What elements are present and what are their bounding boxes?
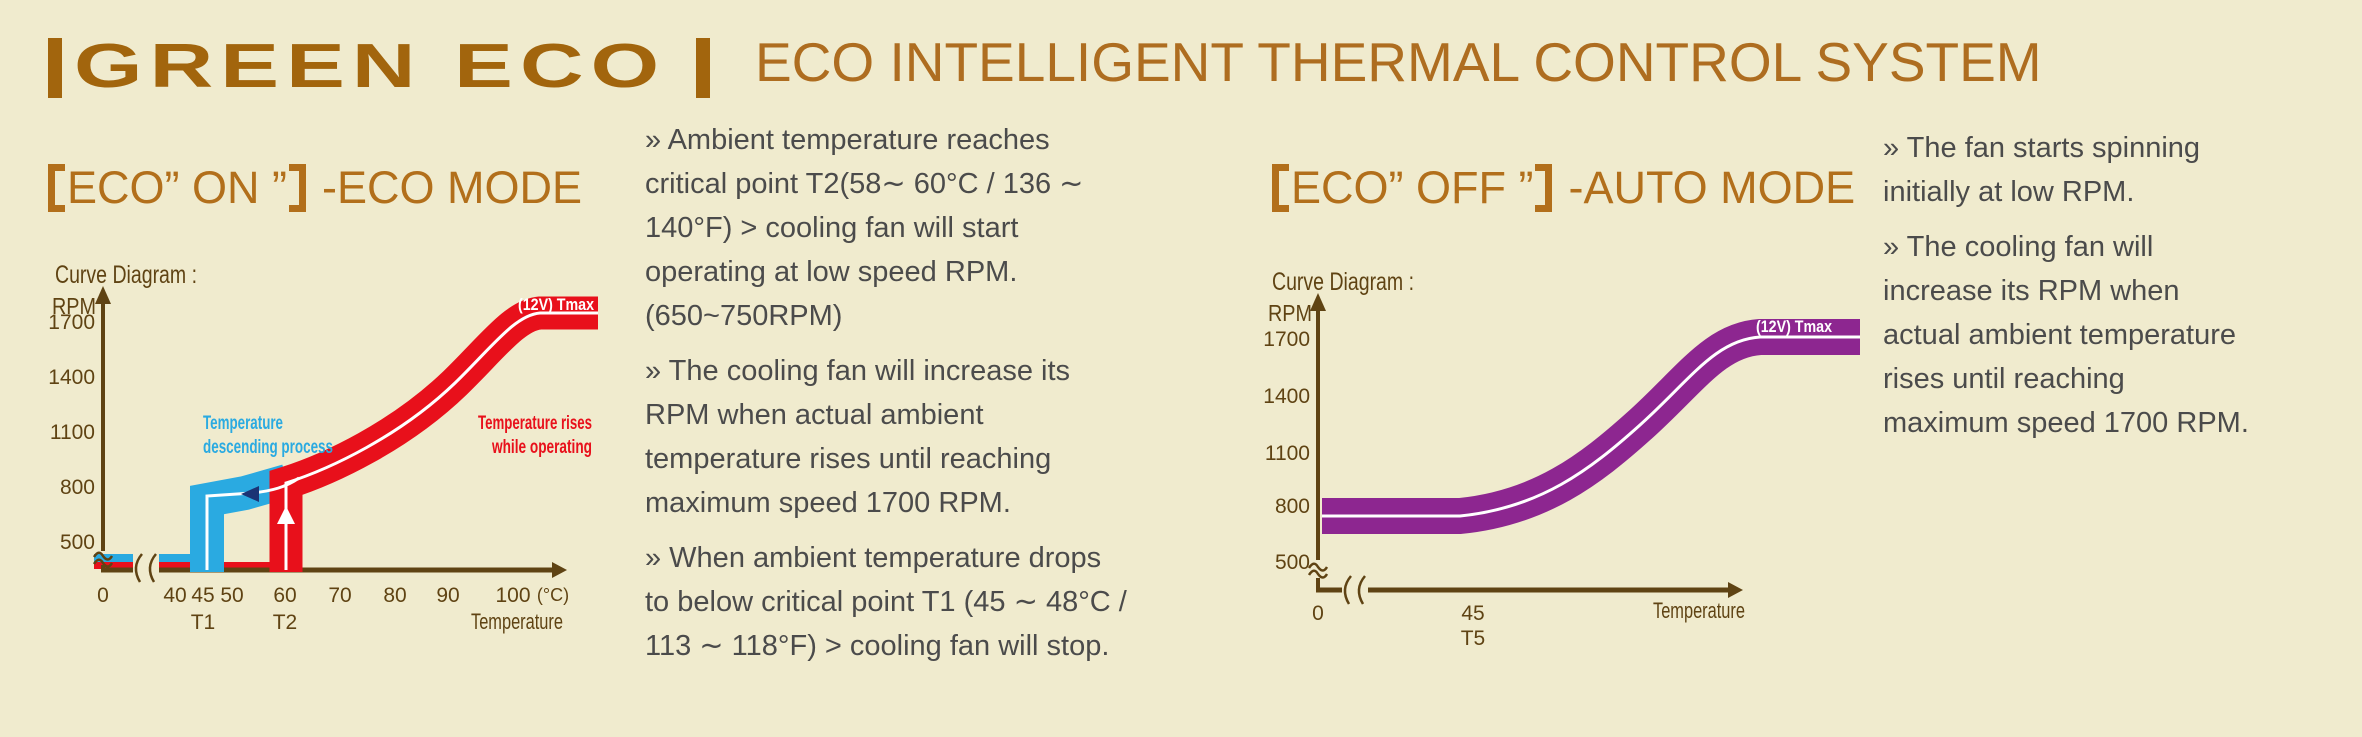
lenticular-bracket-left-icon: [48, 164, 65, 212]
logo-bar-left-icon: [48, 38, 62, 98]
cooling-label-line1: Temperature: [203, 413, 283, 434]
note-paragraph: » The cooling fan will increase its RPM …: [645, 355, 1071, 519]
y-tick: 1400: [48, 366, 95, 389]
y-axis-break-icon: [1307, 569, 1329, 579]
rpm-axis-label: RPM: [1268, 300, 1312, 326]
x-axis-break-icon: [1343, 575, 1352, 605]
x-tick: 60: [273, 584, 296, 607]
eco-on-notes: » Ambient temperature reaches critical p…: [645, 118, 1235, 679]
heating-label-line1: Temperature rises: [478, 413, 592, 434]
logo-bar-right-icon: [696, 38, 710, 98]
eco-off-heading-post: -AUTO MODE: [1568, 162, 1856, 213]
y-tick: 1400: [1263, 385, 1310, 408]
y-tick: 500: [60, 531, 95, 554]
curve-diagram-caption: Curve Diagram :: [55, 261, 197, 289]
x-tick: 0: [97, 584, 109, 607]
x-tick: 40: [163, 584, 186, 607]
y-axis-break-icon: [1307, 562, 1329, 572]
page-title: ECO INTELLIGENT THERMAL CONTROL SYSTEM: [755, 31, 2042, 93]
t5-label: T5: [1461, 627, 1486, 650]
t1-label: T1: [191, 611, 216, 634]
brand-logo: GREEN ECO: [48, 36, 728, 100]
y-axis-break-icon: [92, 558, 114, 568]
tmax-badge: (12V) Tmax: [1756, 317, 1832, 336]
heating-curve-line: [284, 311, 598, 570]
eco-off-heading: ECO” OFF ” -AUTO MODE: [1272, 160, 1855, 216]
x-tick: 0: [1312, 602, 1324, 625]
x-tick: 100: [495, 584, 530, 607]
x-axis-break-icon: [1357, 575, 1366, 605]
lenticular-bracket-right-icon: [1535, 164, 1553, 212]
eco-on-heading-post: -ECO MODE: [322, 162, 583, 213]
heating-label-line2: while operating: [491, 437, 592, 458]
y-tick: 800: [1275, 495, 1310, 518]
x-axis-break-icon: [148, 553, 157, 583]
note-paragraph: » Ambient temperature reaches critical p…: [645, 124, 1084, 332]
auto-curve-band: [1322, 319, 1860, 534]
eco-off-notes: » The fan starts spinning initially at l…: [1883, 126, 2353, 456]
eco-on-heading-pre: ECO” ON ”: [67, 162, 287, 213]
tmax-badge: (12V) Tmax: [518, 295, 594, 314]
x-tick: 70: [328, 584, 351, 607]
logo-text: GREEN ECO: [74, 32, 667, 101]
eco-mode-curve-diagram: Curve Diagram : RPM 1700 1400 1100 800 5…: [48, 261, 598, 634]
y-tick: 1100: [1265, 442, 1310, 465]
celsius-unit-label: (°C): [537, 585, 569, 605]
lenticular-bracket-left-icon: [1272, 164, 1289, 212]
y-tick: 1700: [1263, 328, 1310, 351]
x-axis-break-icon: [134, 553, 143, 583]
temperature-axis-label: Temperature: [471, 609, 563, 634]
note-paragraph: » When ambient temperature drops to belo…: [645, 542, 1127, 662]
x-axis-arrow-icon: [1728, 582, 1743, 598]
y-axis-break-icon: [92, 551, 114, 561]
y-axis-arrow-icon: [95, 286, 111, 304]
x-tick: 90: [436, 584, 459, 607]
y-tick: 800: [60, 476, 95, 499]
temperature-axis-label: Temperature: [1653, 598, 1745, 623]
y-tick: 1100: [50, 421, 95, 444]
auto-curve-line: [1322, 335, 1860, 518]
t2-label: T2: [273, 611, 298, 634]
rpm-axis-label: RPM: [52, 293, 96, 319]
y-axis-arrow-icon: [1310, 293, 1326, 311]
x-tick: 80: [383, 584, 406, 607]
x-tick: 45: [1461, 602, 1484, 625]
y-tick: 500: [1275, 551, 1310, 574]
x-tick: 50: [220, 584, 243, 607]
x-axis-arrow-icon: [552, 562, 567, 578]
y-tick: 1700: [48, 311, 95, 334]
heating-direction-arrow-icon: [277, 506, 295, 524]
lenticular-bracket-right-icon: [289, 164, 306, 212]
eco-on-heading: ECO” ON ” -ECO MODE: [48, 160, 582, 216]
auto-mode-curve-diagram: Curve Diagram : RPM 1700 1400 1100 800 5…: [1263, 268, 1860, 650]
note-paragraph: » The cooling fan will increase its RPM …: [1883, 231, 2249, 439]
cooling-direction-arrow-icon: [241, 486, 259, 502]
eco-off-heading-pre: ECO” OFF ”: [1291, 162, 1534, 213]
cooling-label-line2: descending process: [203, 437, 333, 458]
curve-diagram-caption: Curve Diagram :: [1272, 268, 1414, 296]
note-paragraph: » The fan starts spinning initially at l…: [1883, 132, 2201, 208]
x-tick: 45: [191, 584, 214, 607]
